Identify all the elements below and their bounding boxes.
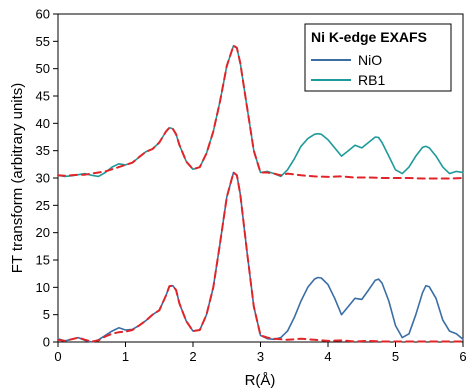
y-tick-label: 50 (36, 61, 50, 76)
x-tick-label: 0 (54, 349, 61, 364)
y-axis-ticks: 0 5 10 15 20 25 30 35 40 45 50 55 60 (36, 7, 58, 350)
y-tick-label: 0 (43, 335, 50, 350)
y-tick-label: 10 (36, 280, 50, 295)
x-tick-label: 5 (392, 349, 399, 364)
legend-label-nio: NiO (358, 52, 382, 68)
y-tick-label: 30 (36, 171, 50, 186)
y-tick-label: 5 (43, 307, 50, 322)
x-tick-label: 4 (324, 349, 331, 364)
y-tick-label: 60 (36, 7, 50, 22)
x-tick-label: 3 (257, 349, 264, 364)
legend: Ni K-edge EXAFS NiO RB1 (304, 23, 452, 92)
y-tick-label: 55 (36, 34, 50, 49)
y-tick-label: 35 (36, 143, 50, 158)
y-tick-label: 15 (36, 253, 50, 268)
y-tick-label: 45 (36, 89, 50, 104)
series-line-nio (57, 171, 464, 343)
x-tick-label: 1 (122, 349, 129, 364)
y-tick-label: 40 (36, 116, 50, 131)
x-axis-ticks: 0 1 2 3 4 5 6 (54, 342, 467, 364)
series-line-rb1-fit (57, 44, 464, 180)
series-line-nio-fit (57, 171, 464, 343)
legend-title: Ni K-edge EXAFS (311, 29, 427, 45)
y-tick-label: 25 (36, 198, 50, 213)
y-tick-label: 20 (36, 225, 50, 240)
legend-label-rb1: RB1 (358, 72, 385, 88)
x-tick-label: 6 (459, 349, 466, 364)
y-axis-title: FT transform (arbitrary units) (9, 83, 26, 274)
x-axis-title: R(Å) (245, 372, 276, 389)
series-layer (57, 44, 464, 343)
x-tick-label: 2 (189, 349, 196, 364)
